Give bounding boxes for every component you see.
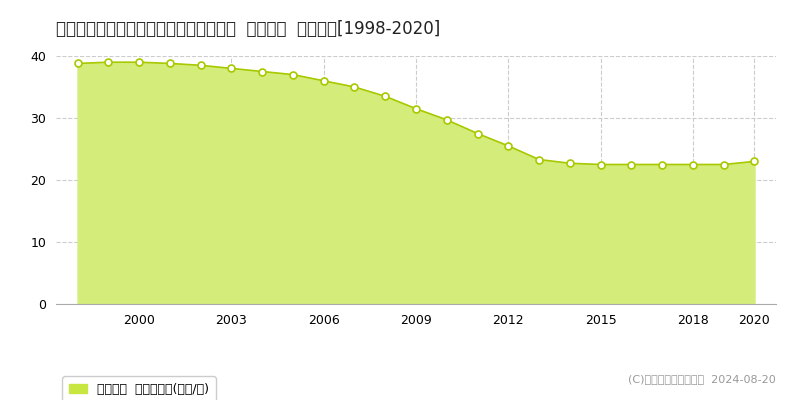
Legend: 地価公示  平均坪単価(万円/坪): 地価公示 平均坪単価(万円/坪) [62, 376, 215, 400]
Text: 高知県高知市加賀野井２丁目１番８２外  地価公示  地価推移[1998-2020]: 高知県高知市加賀野井２丁目１番８２外 地価公示 地価推移[1998-2020] [56, 20, 440, 38]
Text: (C)土地価格ドットコム  2024-08-20: (C)土地価格ドットコム 2024-08-20 [628, 374, 776, 384]
